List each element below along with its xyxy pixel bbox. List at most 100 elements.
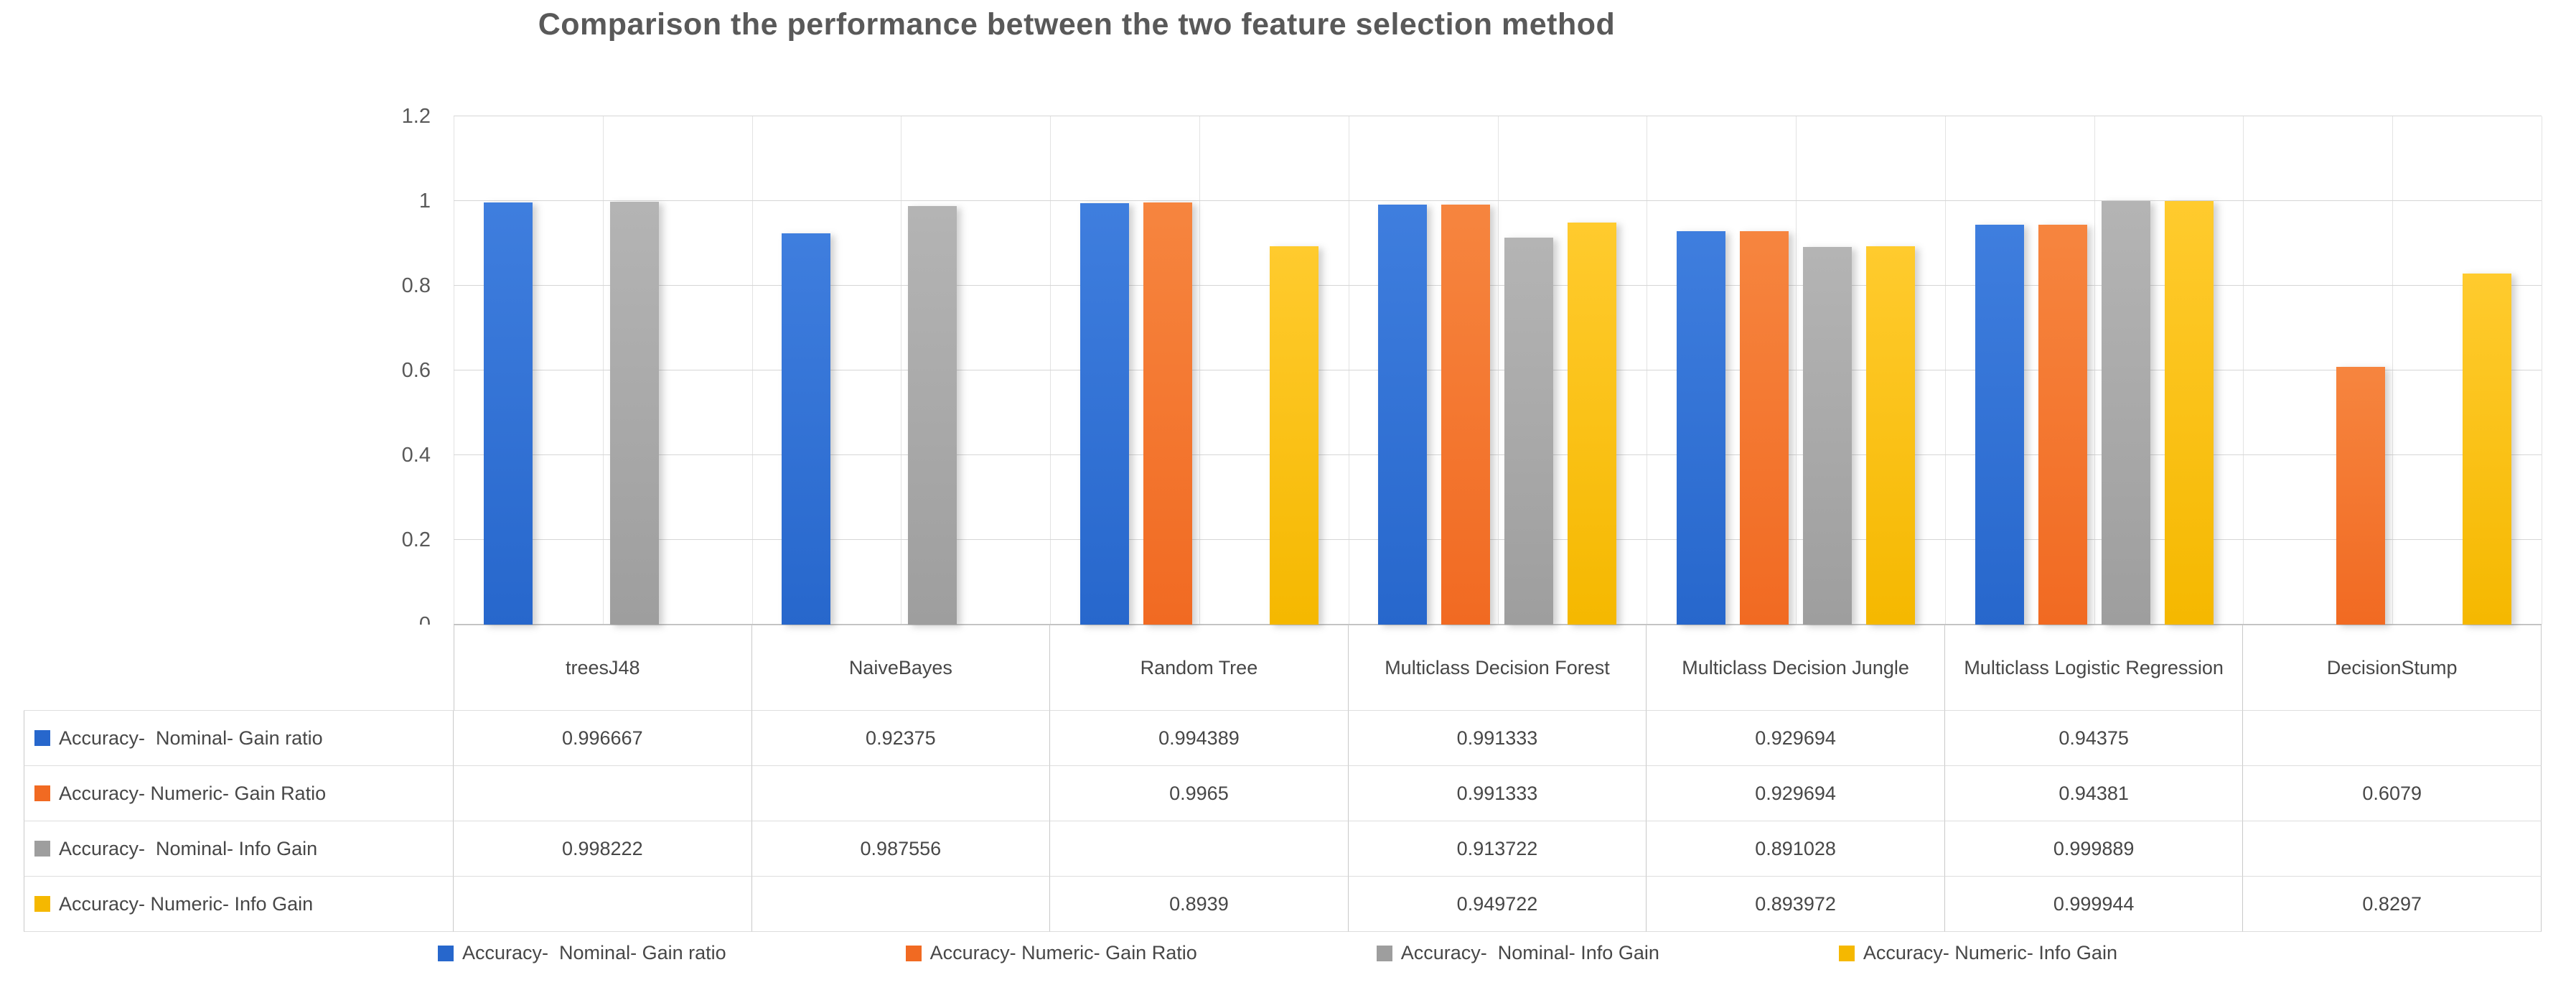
bar-slot-accuracy-nominal-gain-ratio bbox=[782, 116, 831, 625]
bar-slot-accuracy-numeric-info-gain bbox=[2463, 116, 2512, 625]
table-value-accuracy-nominal-info-gain-multiclass-decision-forest: 0.913722 bbox=[1348, 821, 1647, 877]
table-value-accuracy-numeric-gain-ratio-decisionstump: 0.6079 bbox=[2243, 766, 2542, 821]
table-value-accuracy-nominal-info-gain-treesj48: 0.998222 bbox=[454, 821, 752, 877]
bar-slot-accuracy-numeric-gain-ratio bbox=[1441, 116, 1491, 625]
data-table: treesJ48 NaiveBayes Random Tree Multiclass … bbox=[24, 625, 2542, 932]
table-value-accuracy-numeric-info-gain-treesj48 bbox=[454, 877, 752, 932]
table-value-accuracy-nominal-info-gain-random-tree bbox=[1050, 821, 1349, 877]
bar-slot-accuracy-nominal-info-gain bbox=[2101, 116, 2150, 625]
table-header-multiclass-logistic-regression: Multiclass Logistic Regression bbox=[1944, 625, 2244, 711]
bar-accuracy-nominal-gain-ratio-multiclass-logistic-regression bbox=[1975, 225, 2024, 625]
bar-group-random-tree bbox=[1050, 116, 1349, 625]
table-header-multiclass-decision-jungle: Multiclass Decision Jungle bbox=[1647, 625, 1945, 711]
bar-slot-accuracy-numeric-info-gain bbox=[673, 116, 722, 625]
bar-accuracy-numeric-info-gain-multiclass-decision-forest bbox=[1568, 222, 1617, 625]
legend-label: Accuracy- Nominal- Gain ratio bbox=[462, 942, 726, 963]
table-row-label-accuracy-nominal-info-gain: Accuracy- Nominal- Info Gain bbox=[24, 821, 454, 877]
table-value-accuracy-nominal-info-gain-naivebayes: 0.987556 bbox=[751, 821, 1051, 877]
bar-group-multiclass-decision-forest bbox=[1349, 116, 1647, 625]
bar-slot-accuracy-numeric-info-gain bbox=[1568, 116, 1617, 625]
bar-slot-accuracy-nominal-gain-ratio bbox=[1378, 116, 1428, 625]
table-value-accuracy-numeric-gain-ratio-treesj48 bbox=[454, 766, 752, 821]
y-tick-label-1.2: 1.2 bbox=[401, 105, 431, 128]
gridline-1 bbox=[454, 200, 2542, 201]
table-row-label-accuracy-nominal-gain-ratio: Accuracy- Nominal- Gain ratio bbox=[24, 711, 454, 766]
bar-accuracy-nominal-info-gain-multiclass-decision-jungle bbox=[1803, 247, 1853, 625]
legend-key-icon bbox=[34, 841, 50, 857]
bar-slot-accuracy-nominal-gain-ratio bbox=[483, 116, 533, 625]
bar-accuracy-numeric-gain-ratio-multiclass-logistic-regression bbox=[2038, 225, 2087, 625]
table-value-accuracy-nominal-gain-ratio-multiclass-decision-jungle: 0.929694 bbox=[1647, 711, 1945, 766]
bar-accuracy-nominal-gain-ratio-multiclass-decision-forest bbox=[1378, 205, 1428, 625]
chart-title: Comparison the performance between the t… bbox=[538, 7, 1616, 42]
legend-entry-accuracy-nominal-info-gain: Accuracy- Nominal- Info Gain bbox=[1376, 942, 1659, 964]
table-corner-cell bbox=[24, 625, 454, 711]
vertical-gridline bbox=[1050, 116, 1052, 625]
bar-accuracy-nominal-info-gain-multiclass-decision-forest bbox=[1504, 237, 1554, 625]
vertical-gridline bbox=[2094, 116, 2095, 625]
y-tick-label-0.2: 0.2 bbox=[401, 528, 431, 551]
legend-key-icon bbox=[438, 945, 454, 961]
table-value-accuracy-numeric-gain-ratio-naivebayes bbox=[751, 766, 1051, 821]
bar-slot-accuracy-nominal-gain-ratio bbox=[1677, 116, 1726, 625]
legend-key-icon bbox=[34, 896, 50, 912]
table-value-accuracy-nominal-gain-ratio-multiclass-decision-forest: 0.991333 bbox=[1348, 711, 1647, 766]
series-label: Accuracy- Numeric- Info Gain bbox=[59, 892, 314, 915]
table-value-accuracy-nominal-gain-ratio-naivebayes: 0.92375 bbox=[751, 711, 1051, 766]
legend-label: Accuracy- Nominal- Info Gain bbox=[1400, 942, 1659, 963]
table-header-decisionstump: DecisionStump bbox=[2243, 625, 2542, 711]
plot-area bbox=[454, 116, 2542, 625]
table-header-multiclass-decision-forest: Multiclass Decision Forest bbox=[1348, 625, 1647, 711]
bar-slot-accuracy-nominal-info-gain bbox=[1803, 116, 1853, 625]
bar-slot-accuracy-nominal-gain-ratio bbox=[1975, 116, 2024, 625]
table-value-accuracy-nominal-gain-ratio-decisionstump bbox=[2243, 711, 2542, 766]
vertical-gridline bbox=[2243, 116, 2244, 625]
vertical-gridline bbox=[602, 116, 604, 625]
bar-slot-accuracy-nominal-info-gain bbox=[609, 116, 659, 625]
vertical-gridline bbox=[1796, 116, 1797, 625]
vertical-gridline bbox=[751, 116, 753, 625]
legend-entry-accuracy-numeric-gain-ratio: Accuracy- Numeric- Gain Ratio bbox=[905, 942, 1197, 964]
gridline-0.4 bbox=[454, 454, 2542, 455]
bar-slot-accuracy-numeric-info-gain bbox=[2164, 116, 2214, 625]
legend-label: Accuracy- Numeric- Info Gain bbox=[1863, 942, 2117, 963]
bar-slot-accuracy-numeric-gain-ratio bbox=[2038, 116, 2087, 625]
bar-slot-accuracy-nominal-info-gain bbox=[1207, 116, 1255, 625]
legend-key-icon bbox=[34, 785, 50, 801]
legend-entry-accuracy-nominal-gain-ratio: Accuracy- Nominal- Gain ratio bbox=[438, 942, 726, 964]
bar-slot-accuracy-nominal-gain-ratio bbox=[1079, 116, 1129, 625]
table-value-accuracy-numeric-info-gain-naivebayes bbox=[751, 877, 1051, 932]
bar-accuracy-numeric-gain-ratio-multiclass-decision-forest bbox=[1441, 205, 1491, 625]
legend-key-icon bbox=[905, 945, 922, 961]
bar-group-naivebayes bbox=[752, 116, 1051, 625]
table-value-accuracy-numeric-info-gain-multiclass-decision-jungle: 0.893972 bbox=[1647, 877, 1945, 932]
table-header-treesj48: treesJ48 bbox=[454, 625, 752, 711]
bar-accuracy-numeric-info-gain-decisionstump bbox=[2463, 273, 2512, 625]
vertical-gridline bbox=[1944, 116, 1946, 625]
bar-slot-accuracy-numeric-gain-ratio bbox=[2336, 116, 2386, 625]
table-row-label-accuracy-numeric-info-gain: Accuracy- Numeric- Info Gain bbox=[24, 877, 454, 932]
bar-accuracy-nominal-info-gain-naivebayes bbox=[908, 206, 957, 625]
bar-slot-accuracy-numeric-info-gain bbox=[1269, 116, 1319, 625]
legend-key-icon bbox=[34, 730, 50, 746]
bar-accuracy-numeric-gain-ratio-random-tree bbox=[1143, 202, 1192, 625]
bar-group-treesj48 bbox=[454, 116, 752, 625]
table-value-accuracy-numeric-gain-ratio-multiclass-logistic-regression: 0.94381 bbox=[1944, 766, 2244, 821]
table-value-accuracy-numeric-gain-ratio-random-tree: 0.9965 bbox=[1050, 766, 1349, 821]
gridline-0.2 bbox=[454, 539, 2542, 540]
table-value-accuracy-nominal-info-gain-decisionstump bbox=[2243, 821, 2542, 877]
legend: Accuracy- Nominal- Gain ratio Accuracy- N… bbox=[0, 942, 2555, 964]
y-tick-label-0.8: 0.8 bbox=[401, 274, 431, 297]
table-value-accuracy-nominal-gain-ratio-treesj48: 0.996667 bbox=[454, 711, 752, 766]
bar-accuracy-nominal-gain-ratio-multiclass-decision-jungle bbox=[1677, 230, 1726, 625]
bar-accuracy-numeric-gain-ratio-decisionstump bbox=[2336, 367, 2386, 625]
table-value-accuracy-numeric-gain-ratio-multiclass-decision-forest: 0.991333 bbox=[1348, 766, 1647, 821]
bar-accuracy-numeric-info-gain-multiclass-decision-jungle bbox=[1866, 246, 1916, 625]
bar-accuracy-numeric-gain-ratio-multiclass-decision-jungle bbox=[1740, 230, 1789, 625]
table-value-accuracy-nominal-info-gain-multiclass-decision-jungle: 0.891028 bbox=[1647, 821, 1945, 877]
vertical-gridline bbox=[2392, 116, 2394, 625]
table-value-accuracy-numeric-info-gain-random-tree: 0.8939 bbox=[1050, 877, 1349, 932]
bar-accuracy-numeric-info-gain-multiclass-logistic-regression bbox=[2164, 201, 2214, 625]
legend-key-icon bbox=[1838, 945, 1855, 961]
